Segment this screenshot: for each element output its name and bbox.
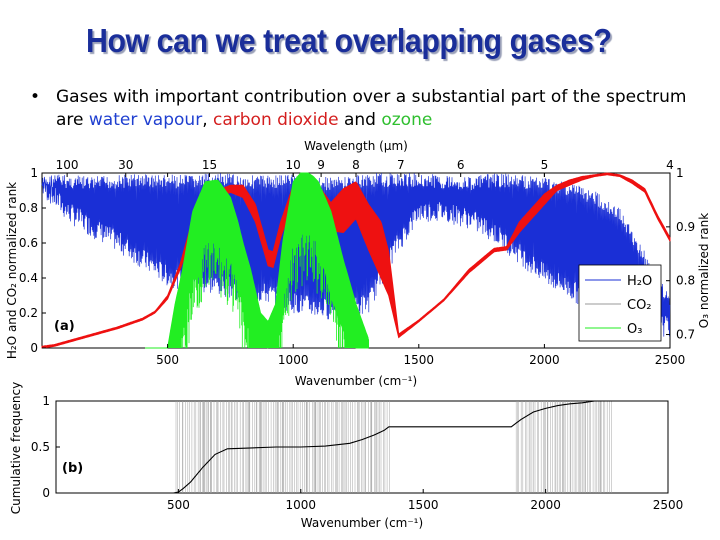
y-tick-label-b: 0 xyxy=(42,486,50,500)
y-tick-label-b: 1 xyxy=(42,394,50,408)
wavelength-tick-label: 100 xyxy=(56,158,79,172)
bullet-sep-1: , xyxy=(202,110,213,130)
wavelength-tick-label: 9 xyxy=(317,158,325,172)
x-tick-label-b: 2000 xyxy=(530,498,561,512)
bullet-sep-2: and xyxy=(338,110,382,130)
y-right-tick-label-a: 1 xyxy=(676,166,684,180)
legend-label: H₂O xyxy=(627,274,652,289)
x-tick-label-a: 2500 xyxy=(655,353,686,367)
x-tick-label-a: 1500 xyxy=(404,353,435,367)
slide-title: How can we treat overlapping gases? xyxy=(86,22,612,59)
y-tick-label-a: 0.6 xyxy=(19,236,38,250)
wavelength-tick-label: 30 xyxy=(118,158,133,172)
bullet-text-lead: Gases with important contribution over a… xyxy=(56,87,687,130)
wavelength-tick-label: 8 xyxy=(352,158,360,172)
legend-label: O₃ xyxy=(627,322,642,337)
y-right-tick-label-a: 0.8 xyxy=(676,274,695,288)
bullet-water-vapour: water vapour xyxy=(88,110,203,130)
wavelength-tick-label: 6 xyxy=(457,158,465,172)
y-tick-label-a: 0.4 xyxy=(19,271,38,285)
x-tick-label-a: 500 xyxy=(156,353,179,367)
plot-frame-b xyxy=(55,400,669,494)
x-axis-label-a: Wavenumber (cm⁻¹) xyxy=(295,374,417,388)
series-cumulative-line xyxy=(56,400,668,494)
panel-a-chart: 500 1000 1500 2000 2500 0 0.2 0.4 0.6 0.8 1 0.7 0.8 0… xyxy=(5,139,711,388)
x-tick-label-b: 1500 xyxy=(408,498,439,512)
x-axis-label-b: Wavenumber (cm⁻¹) xyxy=(301,516,423,530)
y-axis-label-a: H₂O and CO₂ normalized rank xyxy=(5,182,19,359)
wavelength-tick-label: 15 xyxy=(202,158,217,172)
y-tick-label-a: 0.8 xyxy=(19,201,38,215)
x-tick-label-b: 1000 xyxy=(286,498,317,512)
x-tick-label-b: 500 xyxy=(167,498,190,512)
legend-label: CO₂ xyxy=(627,298,652,313)
wavelength-tick-label: 10 xyxy=(286,158,301,172)
bullet-dot: • xyxy=(30,87,41,107)
wavelength-tick-label: 4 xyxy=(666,158,674,172)
wavelength-axis-title: Wavelength (µm) xyxy=(304,139,408,153)
x-tick-label-b: 2500 xyxy=(653,498,684,512)
x-tick-label-a: 2000 xyxy=(529,353,560,367)
y-tick-label-a: 0.2 xyxy=(19,306,38,320)
panel-b-chart: 500 1000 1500 2000 2500 0 0.5 1 Wavenumber (cm⁻¹… xyxy=(9,382,683,530)
panel-label-a: (a) xyxy=(54,319,75,334)
wavelength-tick-label: 5 xyxy=(541,158,549,172)
y-right-tick-label-a: 0.7 xyxy=(676,328,695,342)
y-axis-label-b: Cumulative frequency xyxy=(9,382,23,515)
y-tick-label-a: 1 xyxy=(30,166,38,180)
bullet-text: Gases with important contribution over a… xyxy=(56,86,706,132)
panel-label-b: (b) xyxy=(62,461,83,476)
y-tick-label-a: 0 xyxy=(30,341,38,355)
y-tick-label-b: 0.5 xyxy=(31,440,50,454)
series-h2o-line xyxy=(41,173,671,337)
bullet-carbon-dioxide: carbon dioxide xyxy=(213,110,339,130)
wavelength-tick-label: 7 xyxy=(397,158,405,172)
y-right-axis-label-a: O₃ normalized rank xyxy=(697,213,711,328)
bullet-ozone: ozone xyxy=(381,110,433,130)
y-right-tick-label-a: 0.9 xyxy=(676,220,695,234)
series-o3-lines xyxy=(167,173,369,348)
x-tick-label-a: 1000 xyxy=(278,353,309,367)
